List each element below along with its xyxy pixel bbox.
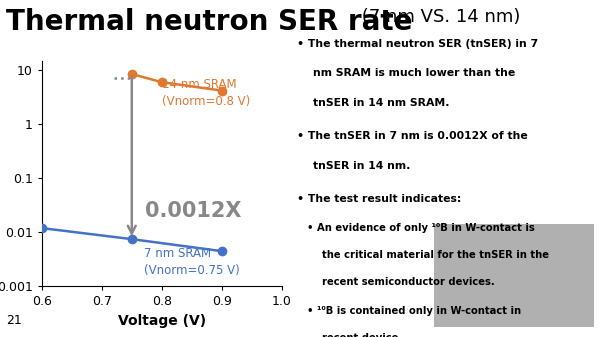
Text: (7 nm VS. 14 nm): (7 nm VS. 14 nm) [356,8,521,26]
Text: tnSER in 14 nm SRAM.: tnSER in 14 nm SRAM. [313,98,450,108]
Text: • The thermal neutron SER (tnSER) in 7: • The thermal neutron SER (tnSER) in 7 [297,39,538,49]
Text: nm SRAM is much lower than the: nm SRAM is much lower than the [313,68,516,79]
Text: tnSER in 14 nm.: tnSER in 14 nm. [313,161,411,171]
Text: recent device.: recent device. [322,333,402,337]
Text: 0.0012X: 0.0012X [145,201,241,221]
X-axis label: Voltage (V): Voltage (V) [117,314,206,328]
Text: recent semiconductor devices.: recent semiconductor devices. [322,277,494,287]
Text: • ¹⁰B is contained only in W-contact in: • ¹⁰B is contained only in W-contact in [307,306,521,316]
Text: Thermal neutron SER rate: Thermal neutron SER rate [6,8,413,36]
Text: • The tnSER in 7 nm is 0.0012X of the: • The tnSER in 7 nm is 0.0012X of the [297,131,527,141]
Text: 21: 21 [6,314,22,327]
Text: 7 nm SRAM
(Vnorm=0.75 V): 7 nm SRAM (Vnorm=0.75 V) [144,247,240,277]
Text: • An evidence of only ¹⁰B in W-contact is: • An evidence of only ¹⁰B in W-contact i… [307,223,535,234]
Text: • The test result indicates:: • The test result indicates: [297,194,461,204]
Text: 14 nm SRAM
(Vnorm=0.8 V): 14 nm SRAM (Vnorm=0.8 V) [162,78,250,108]
Text: the critical material for the tnSER in the: the critical material for the tnSER in t… [322,250,549,261]
